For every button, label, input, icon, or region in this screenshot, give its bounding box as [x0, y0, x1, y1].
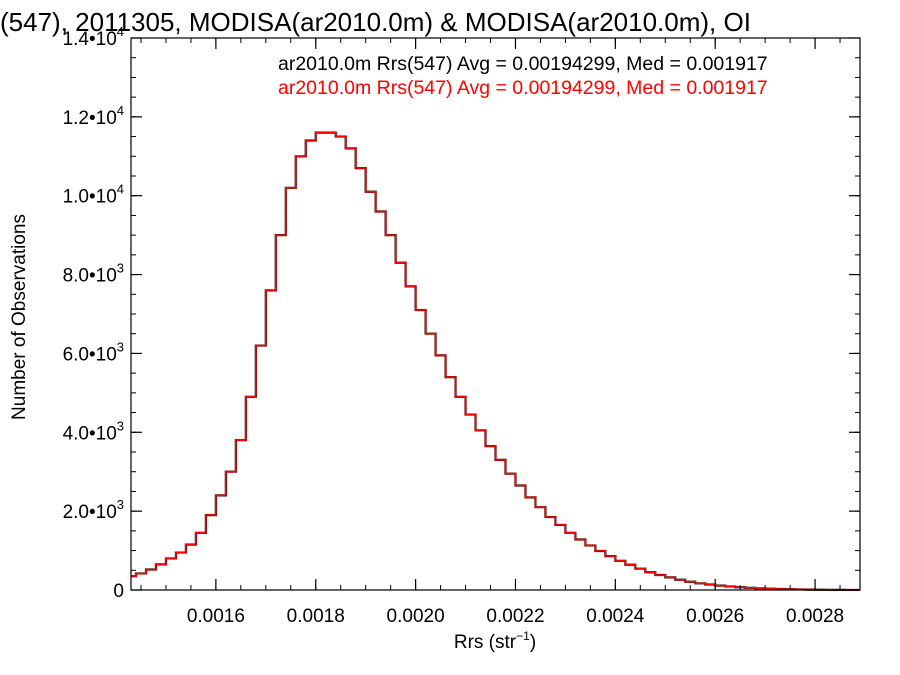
y-tick-label: 8.0•103: [63, 261, 124, 287]
y-tick-exponent: 4: [117, 182, 124, 197]
x-tick-label: 0.0016: [187, 606, 245, 627]
histogram-series-2: [131, 131, 860, 591]
x-axis-label-sup: −1: [516, 629, 530, 643]
y-tick-mantissa: 0: [113, 581, 124, 602]
y-tick-exponent: 3: [117, 339, 124, 354]
y-tick-label: 6.0•103: [63, 339, 124, 365]
y-tick-mantissa: 6.0•10: [63, 344, 117, 365]
y-tick-label: 0: [113, 581, 124, 602]
y-tick-exponent: 3: [117, 497, 124, 512]
y-tick-label: 1.2•104: [63, 103, 124, 129]
x-axis-label-end: ): [530, 632, 536, 653]
chart-title: (547), 2011305, MODISA(ar2010.0m) & MODI…: [0, 7, 751, 37]
x-tick-label: 0.0026: [686, 606, 744, 627]
legend-entry-1: ar2010.0m Rrs(547) Avg = 0.00194299, Med…: [278, 53, 768, 75]
y-tick-exponent: 3: [117, 418, 124, 433]
y-tick-mantissa: 8.0•10: [63, 266, 117, 287]
y-axis-label: Number of Observations: [9, 214, 30, 420]
x-tick-label: 0.0020: [387, 606, 445, 627]
series-layer: [131, 131, 860, 592]
y-tick-mantissa: 1.2•10: [63, 108, 117, 129]
x-axis-label-main: Rrs (str: [454, 632, 517, 653]
x-tick-label: 0.0028: [786, 606, 844, 627]
y-tick-label: 2.0•103: [63, 497, 124, 523]
y-tick-mantissa: 1.4•10: [63, 29, 117, 50]
y-tick-label: 1.4•104: [63, 24, 124, 50]
y-tick-mantissa: 1.0•10: [63, 187, 117, 208]
y-tick-exponent: 4: [117, 24, 124, 39]
y-tick-exponent: 3: [117, 261, 124, 276]
y-tick-exponent: 4: [117, 103, 124, 118]
y-tick-label: 1.0•104: [63, 182, 124, 208]
y-tick-mantissa: 4.0•10: [63, 423, 117, 444]
y-tick-mantissa: 2.0•10: [63, 502, 117, 523]
legend-entry-2: ar2010.0m Rrs(547) Avg = 0.00194299, Med…: [278, 77, 768, 99]
x-tick-label: 0.0024: [586, 606, 645, 627]
x-tick-label: 0.0018: [287, 606, 345, 627]
legend: ar2010.0m Rrs(547) Avg = 0.00194299, Med…: [278, 53, 768, 99]
y-axis: 02.0•1034.0•1036.0•1038.0•1031.0•1041.2•…: [63, 24, 860, 602]
x-axis: 0.0016 0.0018 0.0020 0.0022 0.0024 0.0026 0.00…: [140, 38, 844, 627]
x-axis-label: Rrs (str−1): [454, 629, 536, 653]
y-tick-label: 4.0•103: [63, 418, 124, 444]
x-tick-label: 0.0022: [486, 606, 544, 627]
